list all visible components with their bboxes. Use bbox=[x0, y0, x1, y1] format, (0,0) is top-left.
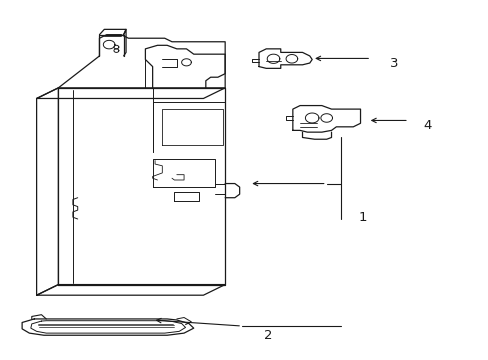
Text: 3: 3 bbox=[389, 57, 397, 69]
Text: 2: 2 bbox=[264, 329, 272, 342]
Text: 1: 1 bbox=[357, 211, 366, 224]
Text: 4: 4 bbox=[423, 118, 431, 131]
